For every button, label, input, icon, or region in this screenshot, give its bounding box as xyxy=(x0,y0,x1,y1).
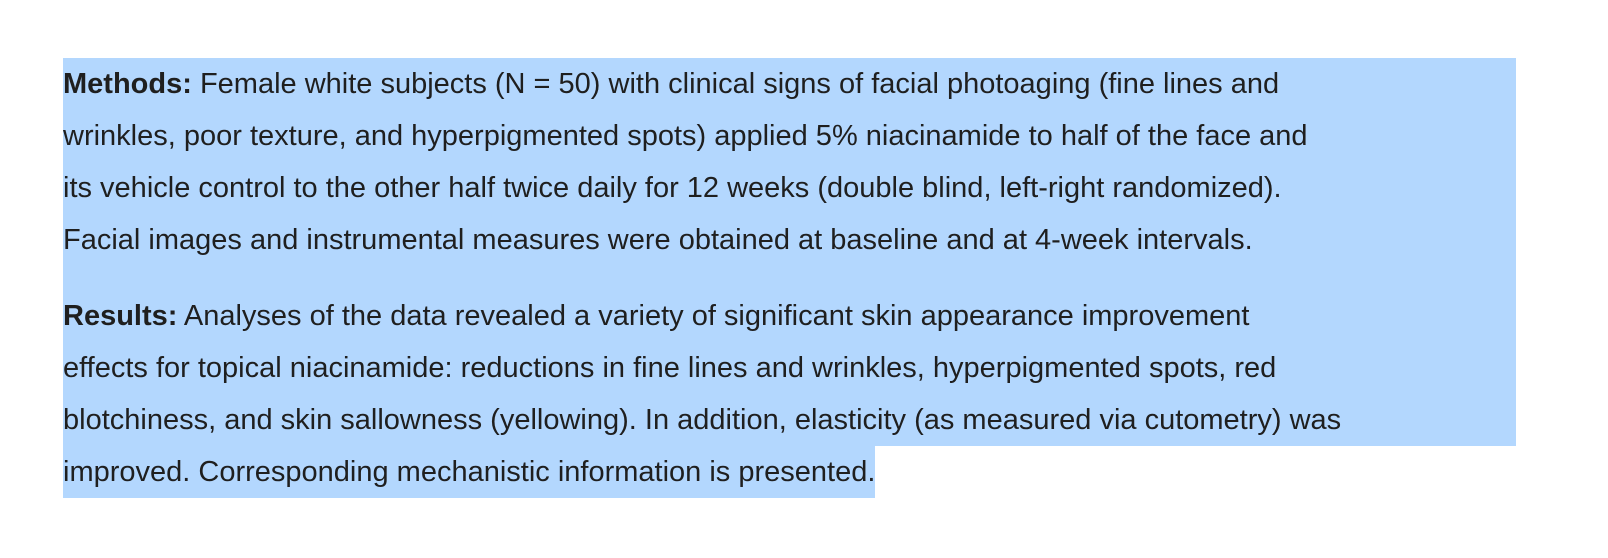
text-line: wrinkles, poor texture, and hyperpigment… xyxy=(63,110,1516,162)
line-text: blotchiness, and skin sallowness (yellow… xyxy=(63,404,1342,436)
text-line: Results: Analyses of the data revealed a… xyxy=(63,290,1516,342)
line-text: its vehicle control to the other half tw… xyxy=(63,172,1282,204)
section-label: Methods: xyxy=(63,68,192,100)
section-label: Results: xyxy=(63,300,178,332)
line-text: effects for topical niacinamide: reducti… xyxy=(63,352,1277,384)
paragraph: Results: Analyses of the data revealed a… xyxy=(63,290,1516,498)
text-line: blotchiness, and skin sallowness (yellow… xyxy=(63,394,1516,446)
text-line: effects for topical niacinamide: reducti… xyxy=(63,342,1516,394)
text-line: its vehicle control to the other half tw… xyxy=(63,162,1516,214)
abstract: Methods: Female white subjects (N = 50) … xyxy=(63,58,1516,498)
paragraph: Methods: Female white subjects (N = 50) … xyxy=(63,58,1516,290)
line-text: wrinkles, poor texture, and hyperpigment… xyxy=(63,120,1308,152)
line-text: Facial images and instrumental measures … xyxy=(63,224,1253,256)
line-text: improved. Corresponding mechanistic info… xyxy=(63,456,876,488)
line-text: Female white subjects (N = 50) with clin… xyxy=(199,68,1280,100)
text-line: improved. Corresponding mechanistic info… xyxy=(63,446,876,498)
text-line: Methods: Female white subjects (N = 50) … xyxy=(63,58,1516,110)
text-line: Facial images and instrumental measures … xyxy=(63,214,1516,266)
line-text: Analyses of the data revealed a variety … xyxy=(183,300,1250,332)
